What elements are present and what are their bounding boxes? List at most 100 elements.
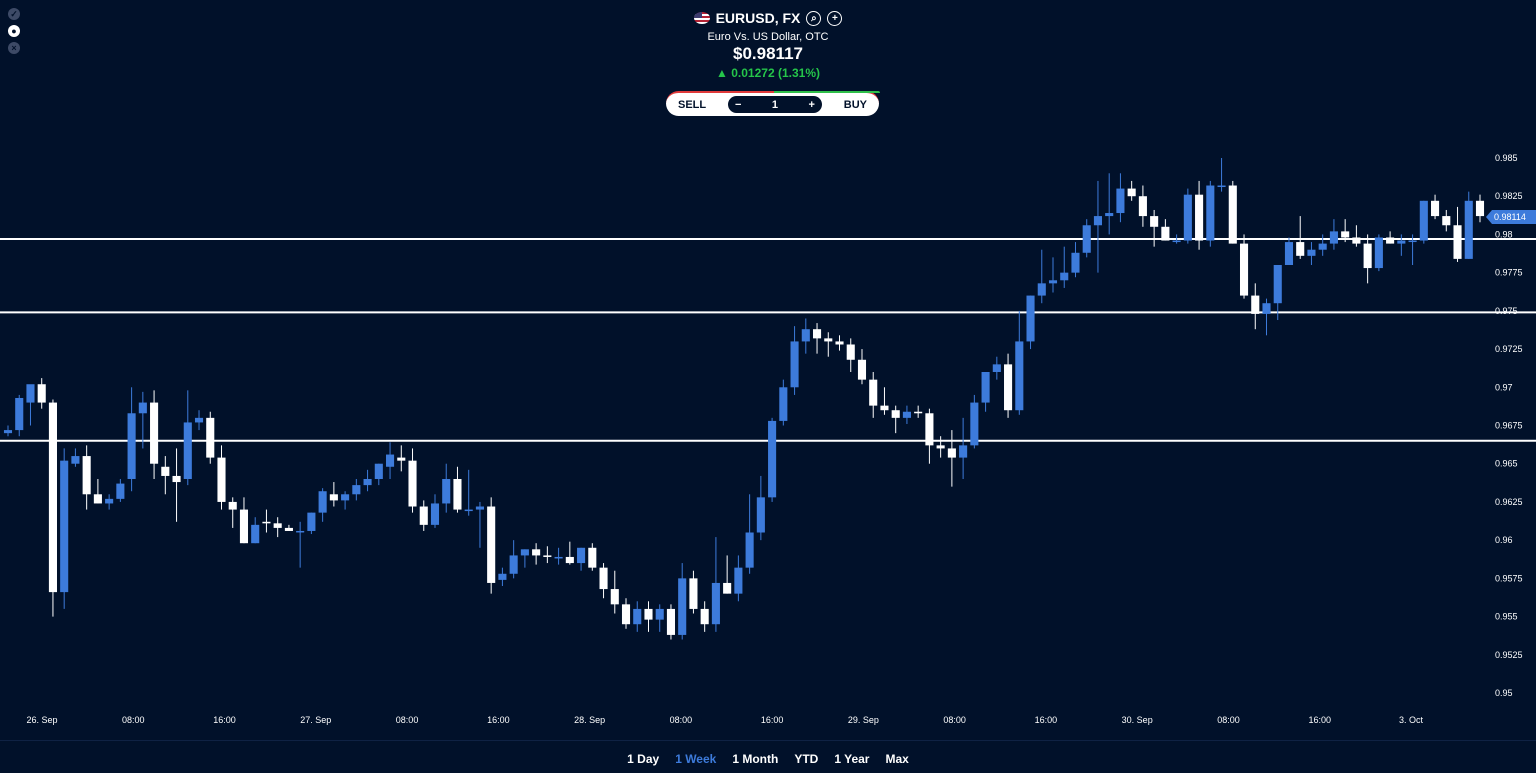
candle-body xyxy=(172,475,181,483)
candle-body xyxy=(296,530,305,533)
candle-body xyxy=(464,509,473,512)
increment-button[interactable]: + xyxy=(808,98,815,111)
candle-body xyxy=(1127,188,1136,197)
x-tick-label: 16:00 xyxy=(213,715,236,725)
candle-body xyxy=(1037,283,1046,296)
candle-body xyxy=(352,485,361,495)
candle-body xyxy=(183,422,192,479)
y-tick-label: 0.98 xyxy=(1495,229,1513,239)
candle-body xyxy=(498,573,507,580)
candle-body xyxy=(475,506,484,510)
decrement-button[interactable]: − xyxy=(734,98,742,111)
candle-body xyxy=(621,604,631,625)
candle-body xyxy=(1284,242,1294,265)
candle-body xyxy=(779,387,788,421)
add-icon[interactable]: + xyxy=(827,10,843,26)
x-tick-label: 16:00 xyxy=(1308,715,1331,725)
candle-body xyxy=(1475,200,1485,217)
candle-body xyxy=(1048,280,1058,284)
close-icon[interactable]: × xyxy=(8,42,20,54)
candle-body xyxy=(150,402,159,464)
candle-body xyxy=(1453,225,1462,259)
candle-body xyxy=(902,411,911,418)
candle-body xyxy=(1329,231,1338,244)
x-tick-label: 29. Sep xyxy=(848,715,879,725)
range-1-day[interactable]: 1 Day xyxy=(627,752,660,766)
candle-body xyxy=(1183,194,1192,241)
candle-body xyxy=(1138,196,1147,217)
y-tick-label: 0.9575 xyxy=(1495,573,1523,583)
y-tick-label: 0.965 xyxy=(1495,459,1518,469)
candle-body xyxy=(666,608,676,635)
candle-body xyxy=(577,547,586,564)
candle-body xyxy=(801,329,810,342)
up-arrow-icon: ▲ xyxy=(716,66,728,80)
candle-body xyxy=(329,494,338,501)
x-tick-label: 28. Sep xyxy=(574,715,605,725)
candle-body xyxy=(869,379,878,406)
candle-body xyxy=(711,582,720,625)
y-tick-label: 0.96 xyxy=(1495,535,1513,545)
candle-body xyxy=(194,417,204,423)
x-tick-label: 08:00 xyxy=(670,715,693,725)
y-tick-label: 0.95 xyxy=(1495,688,1513,698)
y-tick-label: 0.9525 xyxy=(1495,650,1523,660)
candle-body xyxy=(1341,231,1350,238)
current-price: $0.98117 xyxy=(733,44,803,63)
range-ytd[interactable]: YTD xyxy=(794,752,819,766)
candle-body xyxy=(857,359,867,380)
range-1-year[interactable]: 1 Year xyxy=(834,752,870,766)
candle-body xyxy=(509,555,518,574)
buy-button[interactable]: BUY xyxy=(843,98,867,111)
current-price-label: 0.98114 xyxy=(1494,212,1526,222)
candle-body xyxy=(374,463,383,479)
candle-body xyxy=(217,457,226,502)
candle-body xyxy=(15,397,24,431)
candle-body xyxy=(981,372,990,403)
range-max[interactable]: Max xyxy=(885,752,909,766)
candle-body xyxy=(1105,213,1114,217)
candle-body xyxy=(1374,237,1383,269)
candle-body xyxy=(1116,188,1125,214)
x-tick-label: 27. Sep xyxy=(300,715,331,725)
candle-body xyxy=(1026,295,1035,342)
hide-icon[interactable]: ● xyxy=(8,25,20,37)
sell-button[interactable]: SELL xyxy=(678,98,707,111)
left-toolbar: ✓ ● × xyxy=(8,8,20,54)
candle-body xyxy=(37,384,46,403)
candle-body xyxy=(127,413,136,479)
x-tick-label: 16:00 xyxy=(487,715,510,725)
candle-body xyxy=(1262,303,1271,314)
candle-body xyxy=(161,466,170,476)
us-flag-icon xyxy=(693,12,710,24)
candle-body xyxy=(970,402,979,446)
y-tick-label: 0.9725 xyxy=(1495,344,1523,354)
y-tick-label: 0.9675 xyxy=(1495,421,1523,431)
y-tick-label: 0.97 xyxy=(1495,382,1513,392)
change-value: 0.01272 (1.31%) xyxy=(731,66,820,80)
candle-body xyxy=(1093,216,1102,226)
y-tick-label: 0.985 xyxy=(1495,153,1518,163)
candle-body xyxy=(959,445,968,458)
candle-body xyxy=(1296,242,1305,256)
candle-body xyxy=(947,448,956,458)
search-icon[interactable]: ⌕ xyxy=(806,10,822,26)
candle-body xyxy=(756,497,765,533)
candle-body xyxy=(532,549,541,556)
candle-body xyxy=(397,457,406,461)
candle-body xyxy=(307,512,316,531)
quantity-value[interactable]: 1 xyxy=(771,98,778,111)
current-price-tag xyxy=(1486,210,1536,225)
candle-body xyxy=(251,524,260,544)
candle-body xyxy=(1397,240,1406,244)
divider xyxy=(0,740,1536,741)
candle-body xyxy=(93,494,102,504)
candle-body xyxy=(700,608,709,625)
range-1-month[interactable]: 1 Month xyxy=(732,752,779,766)
check-icon[interactable]: ✓ xyxy=(8,8,20,20)
range-1-week[interactable]: 1 Week xyxy=(675,752,717,766)
candle-body xyxy=(1273,265,1282,304)
candle-body xyxy=(487,506,496,583)
quantity-stepper: − 1 + xyxy=(727,96,822,113)
